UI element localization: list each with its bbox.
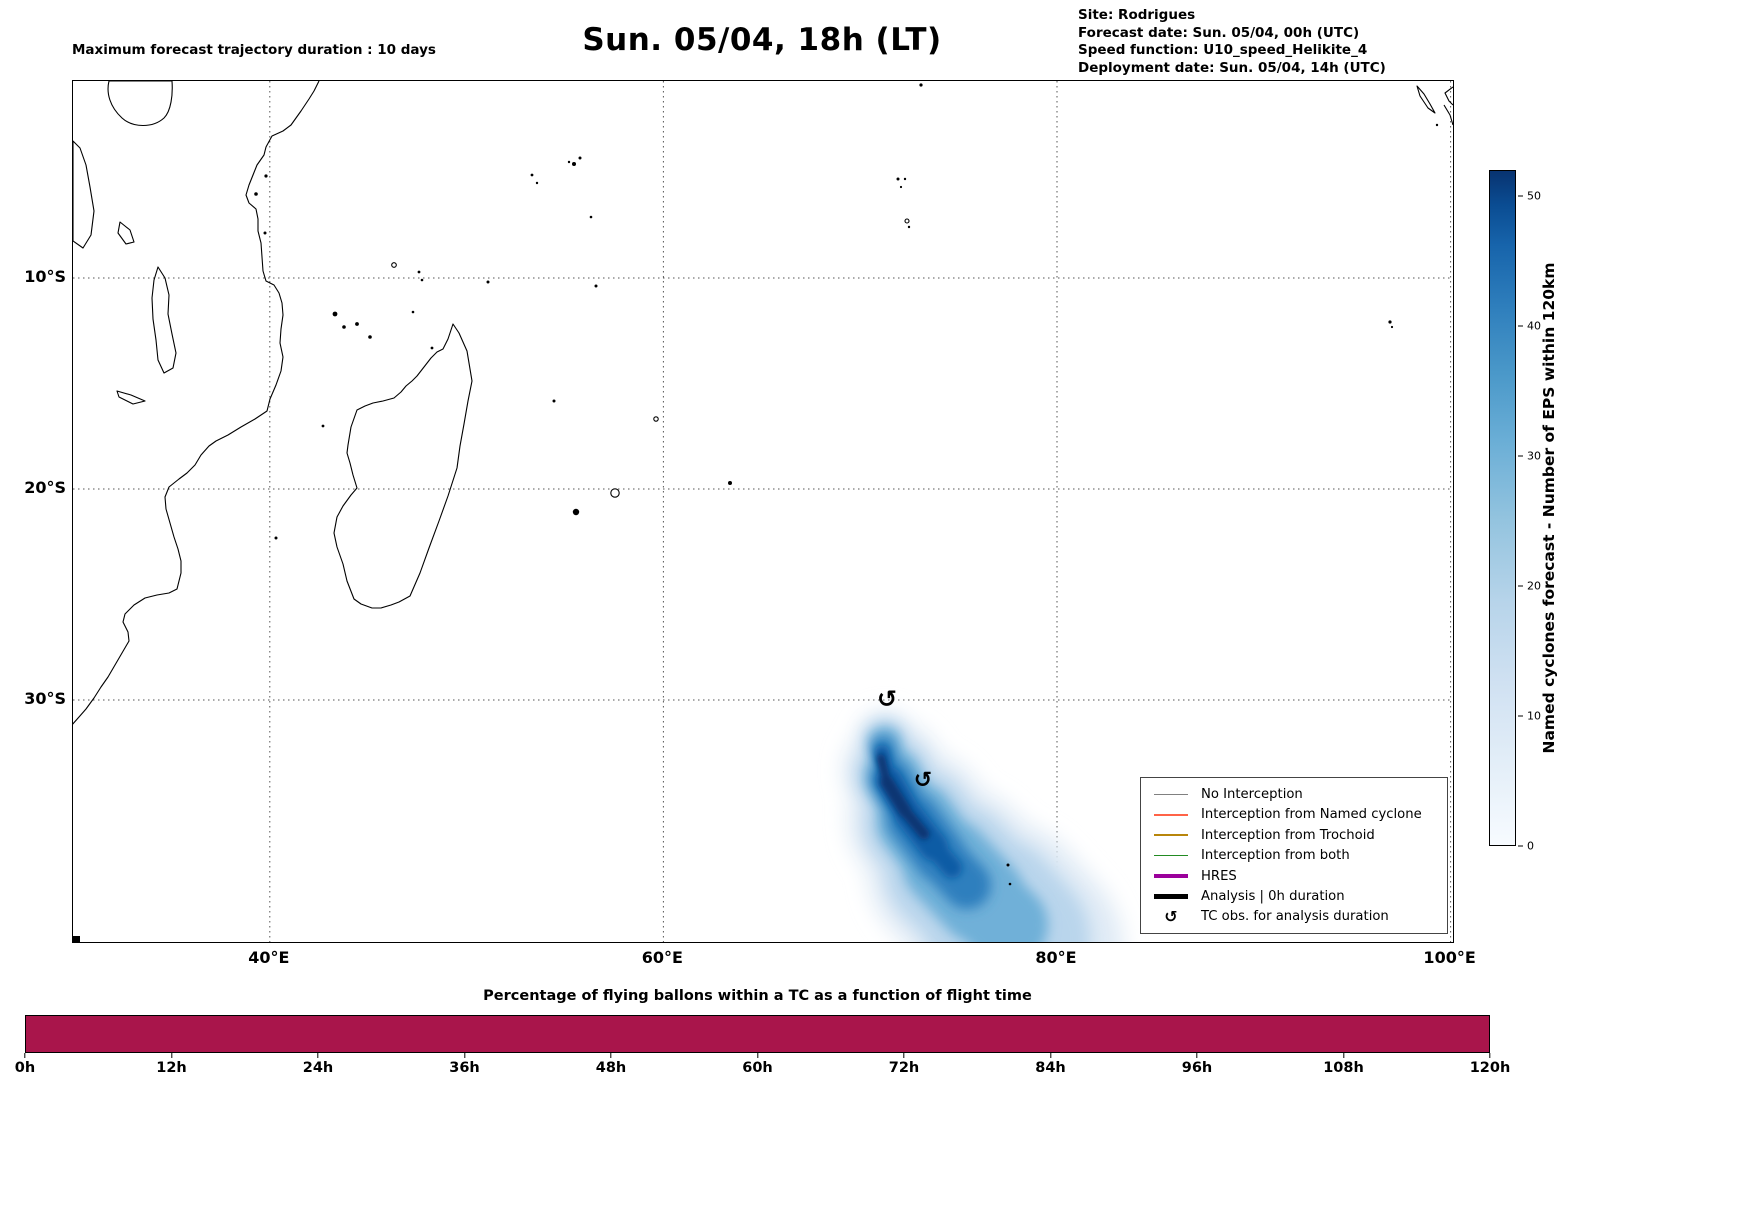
page-title: Sun. 05/04, 18h (LT): [582, 22, 942, 58]
x-tick-40e: 40°E: [248, 948, 290, 967]
africa-coastline: [73, 81, 320, 725]
flight-time-tick: 60h: [742, 1060, 773, 1076]
legend-line-sample: [1154, 854, 1188, 857]
x-tick-60e: 60°E: [641, 948, 683, 967]
legend-item-analysis: Analysis | 0h duration: [1149, 886, 1443, 906]
legend-item-hres: HRES: [1149, 866, 1443, 886]
flight-time-tick: 48h: [595, 1060, 627, 1076]
y-tick-10s: 10°S: [24, 267, 66, 286]
bottom-chart-title: Percentage of flying ballons within a TC…: [483, 988, 1032, 1004]
flight-time-tick: 72h: [888, 1060, 920, 1076]
site-line: Speed function: U10_speed_Helikite_4: [1078, 42, 1368, 58]
legend-line-sample: [1154, 793, 1188, 796]
legend-item-both: Interception from both: [1149, 845, 1443, 865]
flight-time-tick: 0h: [14, 1060, 36, 1076]
flight-time-tick: 96h: [1181, 1060, 1213, 1076]
cahora-bassa-lake: [116, 390, 146, 405]
legend-item-named-cyclone: Interception from Named cyclone: [1149, 805, 1443, 825]
colorbar-tick: 40: [1518, 320, 1541, 333]
colorbar-ticks: 0 10 20 30 40 50: [1518, 170, 1566, 853]
colorbar: [1489, 170, 1516, 846]
config-line: Maximum forecast trajectory duration : 1…: [72, 42, 436, 58]
site-line: Forecast date: Sun. 05/04, 00h (UTC): [1078, 24, 1360, 41]
colorbar-tick: 30: [1518, 450, 1541, 463]
cyclone-density-plume: [843, 711, 1123, 942]
legend-line-sample: [1154, 873, 1188, 879]
flight-time-tick: 12h: [156, 1060, 187, 1076]
tc-obs-icon: ↺: [1164, 906, 1178, 926]
x-tick-80e: 80°E: [1035, 948, 1077, 967]
site-header: Site: Rodrigues Forecast date: Sun. 05/0…: [1078, 7, 1386, 77]
legend-item-tc-obs: ↺ TC obs. for analysis duration: [1164, 906, 1389, 926]
legend-line-sample: [1154, 834, 1188, 837]
lake-malawi: [151, 266, 177, 374]
island-outline-markers: [391, 218, 910, 498]
tc-obs-marker: ↺: [914, 768, 932, 793]
bottom-chart-tick-labels: 0h 12h 24h 36h 48h 60h 72h 84h 96h 108h …: [15, 1060, 1511, 1080]
colorbar-tick: 0: [1518, 840, 1534, 853]
colorbar-label: Named cyclones forecast - Number of EPS …: [1540, 262, 1558, 754]
map-panel: ↺ ↺ No Interception Interception from Na…: [72, 80, 1454, 943]
sumatra-coast-fragment: [1416, 85, 1436, 114]
lake-tanganyika: [73, 140, 95, 249]
flight-time-tick: 24h: [302, 1060, 334, 1076]
sumatra-coast-fragment: [1444, 86, 1453, 106]
map-canvas: ↺ ↺: [73, 81, 1453, 942]
y-tick-30s: 30°S: [24, 689, 66, 708]
flight-time-tick: 36h: [449, 1060, 480, 1076]
map-legend: No Interception Interception from Named …: [1140, 777, 1448, 934]
colorbar-tick: 50: [1518, 190, 1541, 203]
graticule: [73, 81, 1453, 942]
legend-item-no-interception: No Interception: [1149, 784, 1443, 804]
legend-item-trochoid: Interception from Trochoid: [1149, 825, 1443, 845]
colorbar-tick: 20: [1518, 580, 1541, 593]
flight-time-tick: 108h: [1323, 1060, 1364, 1076]
tc-percentage-bar: [25, 1015, 1490, 1053]
lake-rukwa: [117, 221, 135, 245]
flight-time-tick: 120h: [1469, 1060, 1511, 1076]
flight-time-tick: 84h: [1035, 1060, 1066, 1076]
legend-line-sample: [1154, 814, 1188, 816]
x-tick-100e: 100°E: [1423, 948, 1476, 967]
site-line: Deployment date: Sun. 05/04, 14h (UTC): [1078, 59, 1386, 76]
colorbar-tick: 10: [1518, 710, 1541, 723]
lake-victoria: [107, 81, 173, 127]
legend-line-sample: [1154, 894, 1188, 899]
sumatra-coast-fragment: [1443, 104, 1453, 126]
site-line: Site: Rodrigues: [1078, 7, 1196, 23]
bottom-chart-tickmarks: [24, 1053, 1491, 1059]
island-markers: [73, 83, 1439, 942]
y-tick-20s: 20°S: [24, 478, 66, 497]
tc-obs-marker: ↺: [877, 685, 897, 713]
madagascar-coastline: [333, 323, 473, 609]
